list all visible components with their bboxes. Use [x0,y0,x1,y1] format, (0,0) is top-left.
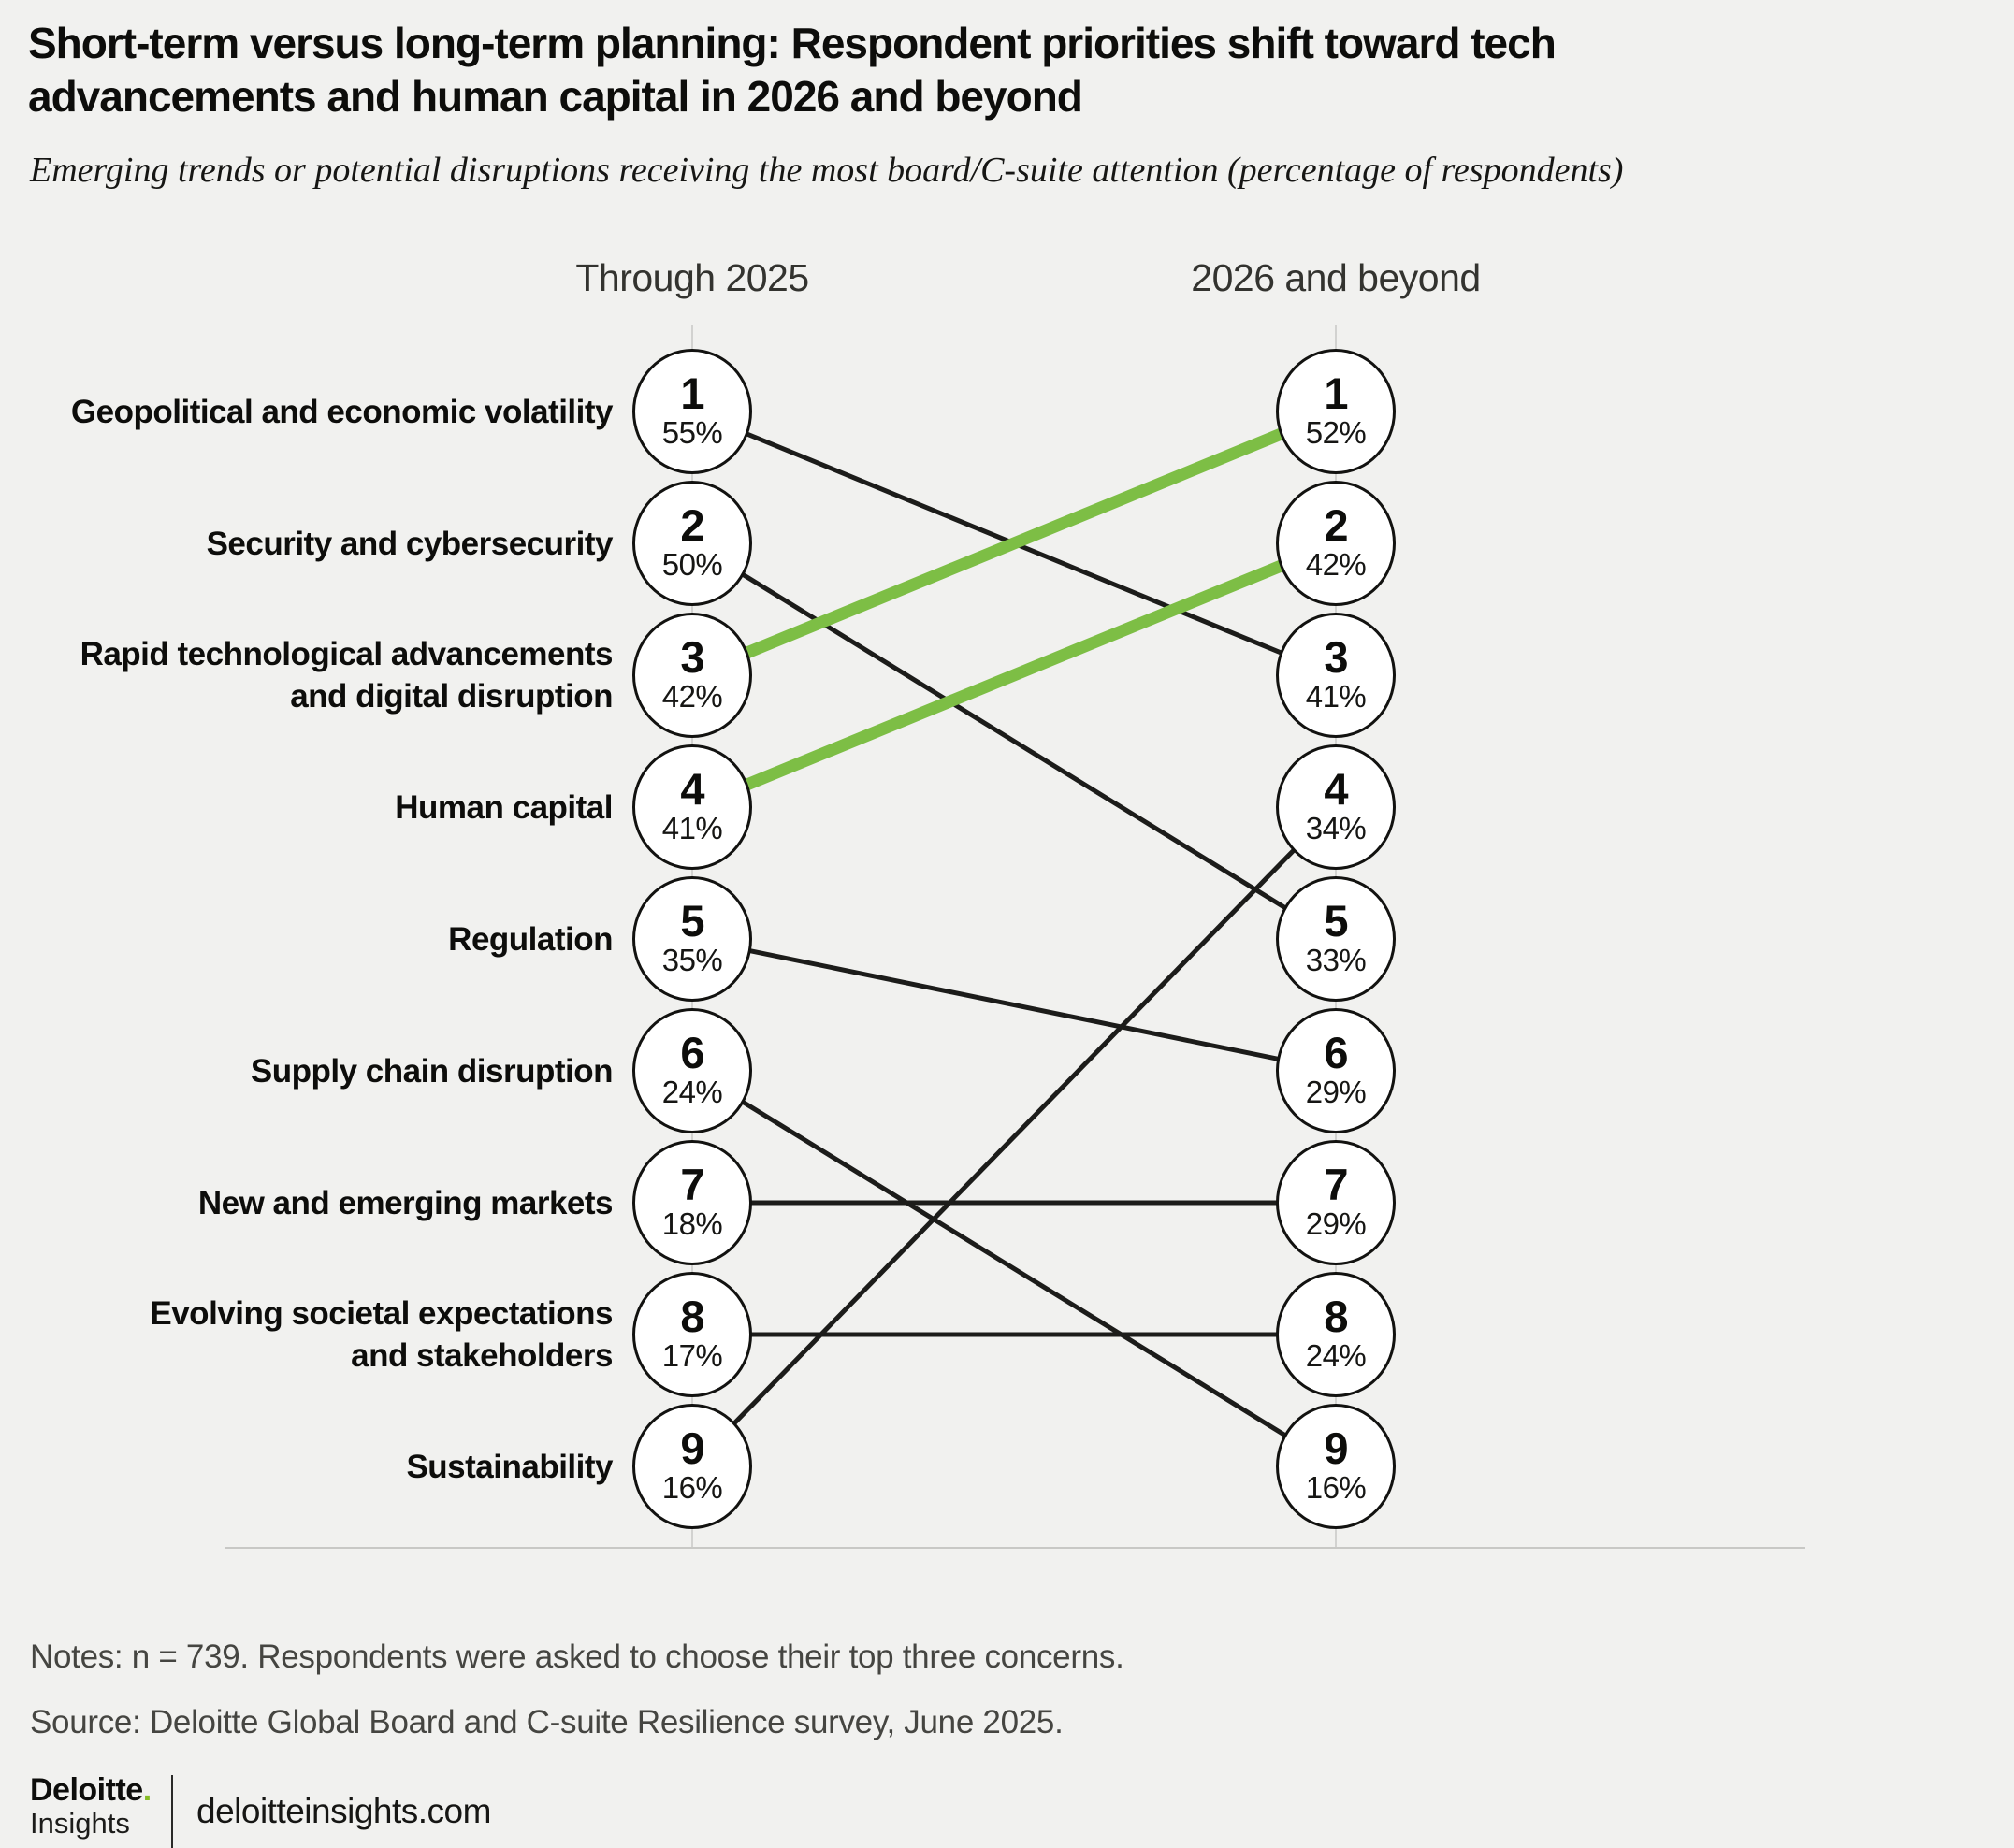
rank-number: 4 [680,764,704,814]
slope-line-supply-chain-disruption [690,1068,1338,1469]
rank-number: 5 [680,896,704,946]
rank-node-left-security-and-cybersecurity: 2 50% [632,481,752,606]
rank-number: 5 [1324,896,1348,946]
deloitte-insights-logo: Deloitte. Insights [30,1773,152,1841]
row-label-line: Evolving societal expectations [150,1295,613,1332]
rank-number: 6 [1324,1028,1348,1077]
slope-line-security-and-cybersecurity [690,541,1338,942]
slope-line-rapid-technological-advancements-and-digital-disruption [689,405,1339,682]
rank-node-right-geopolitical-and-economic-volatility: 3 41% [1276,613,1396,738]
column-header-2026-and-beyond: 2026 and beyond [1191,256,1481,299]
row-label-line: Supply chain disruption [250,1052,614,1090]
chart-title-line1: Short-term versus long-term planning: Re… [28,19,1557,67]
row-label-geopolitical-and-economic-volatility: Geopolitical and economic volatility [14,391,614,433]
chart-title: Short-term versus long-term planning: Re… [28,17,1862,123]
brand-sub-text: Insights [30,1807,130,1840]
value-label: 16% [661,1470,723,1505]
rank-number: 8 [680,1292,704,1341]
value-label: 24% [661,1075,723,1109]
row-label-rapid-technological-advancements-and-digital-disruption: Rapid technological advancements and digi… [14,633,614,717]
row-label-line: and stakeholders [351,1337,613,1374]
rank-number: 6 [680,1028,704,1077]
value-label: 42% [661,679,723,714]
rank-number: 2 [680,500,704,550]
notes-text: Notes: n = 739. Respondents were asked t… [30,1639,1124,1675]
row-label-evolving-societal-expectations-and-stakeholders: Evolving societal expectations and stakeh… [14,1292,613,1377]
row-label-regulation: Regulation [14,918,613,960]
brand-name-text: Deloitte [30,1772,143,1808]
rank-node-left-sustainability: 9 16% [632,1404,752,1529]
rank-node-left-rapid-technological-advancements-and-digital-disruption: 3 42% [632,613,752,738]
value-label: 33% [1305,943,1367,977]
value-label: 42% [1305,547,1367,582]
slope-line-regulation [691,936,1337,1074]
row-label-line: Security and cybersecurity [206,525,614,562]
value-label: 50% [661,547,723,582]
rank-number: 7 [680,1160,704,1209]
rank-node-right-security-and-cybersecurity: 5 33% [1276,876,1396,1002]
rank-node-right-human-capital: 2 42% [1276,481,1396,606]
value-label: 35% [661,943,723,977]
rank-node-right-evolving-societal-expectations-and-stakeholders: 8 24% [1276,1272,1396,1397]
rank-number: 3 [680,632,704,682]
brand-name: Deloitte. [30,1773,152,1807]
row-label-new-and-emerging-markets: New and emerging markets [14,1182,614,1224]
rank-node-right-rapid-technological-advancements-and-digital-disruption: 1 52% [1276,349,1396,474]
rank-number: 9 [1324,1423,1348,1473]
row-label-line: New and emerging markets [197,1184,614,1221]
row-label-supply-chain-disruption: Supply chain disruption [14,1050,614,1092]
brand-site-url: deloitteinsights.com [196,1792,491,1830]
rank-number: 3 [1324,632,1348,682]
row-label-security-and-cybersecurity: Security and cybersecurity [14,523,614,565]
slope-line-human-capital [689,537,1339,814]
rank-number: 9 [680,1423,704,1473]
rank-node-right-supply-chain-disruption: 9 16% [1276,1404,1396,1529]
rank-node-right-regulation: 6 29% [1276,1008,1396,1133]
rank-node-left-supply-chain-disruption: 6 24% [632,1008,752,1133]
rank-number: 8 [1324,1292,1348,1341]
row-label-line: Human capital [395,788,613,826]
row-label-human-capital: Human capital [14,787,613,829]
rank-node-right-sustainability: 4 34% [1276,744,1396,870]
value-label: 29% [1305,1075,1367,1109]
value-label: 17% [661,1338,723,1373]
chart-title-line2: advancements and human capital in 2026 a… [28,72,1083,121]
value-label: 16% [1305,1470,1367,1505]
value-label: 52% [1305,415,1367,450]
row-label-line: Rapid technological advancements [80,636,614,672]
row-label-line: Geopolitical and economic volatility [70,393,614,430]
row-label-line: Sustainability [406,1448,613,1485]
source-text: Source: Deloitte Global Board and C-suit… [30,1704,1064,1740]
rank-node-left-geopolitical-and-economic-volatility: 1 55% [632,349,752,474]
rank-node-left-evolving-societal-expectations-and-stakeholders: 8 17% [632,1272,752,1397]
value-label: 41% [661,811,723,845]
value-label: 29% [1305,1206,1367,1241]
slope-line-sustainability [690,805,1338,1468]
rank-number: 2 [1324,500,1348,550]
rank-node-left-regulation: 5 35% [632,876,752,1002]
value-label: 18% [661,1206,723,1241]
rank-number: 1 [680,368,704,418]
value-label: 41% [1305,679,1367,714]
row-label-line: and digital disruption [290,678,613,715]
rank-number: 1 [1324,368,1348,418]
column-header-through-2025: Through 2025 [575,256,809,299]
value-label: 34% [1305,811,1367,845]
row-label-sustainability: Sustainability [14,1446,613,1488]
rank-node-right-new-and-emerging-markets: 7 29% [1276,1140,1396,1265]
value-label: 55% [661,415,723,450]
rank-number: 7 [1324,1160,1348,1209]
value-label: 24% [1305,1338,1367,1373]
brand-divider-line [171,1775,173,1848]
chart-subtitle: Emerging trends or potential disruptions… [30,151,1624,190]
rank-number: 4 [1324,764,1348,814]
rank-node-left-human-capital: 4 41% [632,744,752,870]
row-label-line: Regulation [448,920,613,958]
brand-green-dot: . [142,1772,152,1808]
rank-node-left-new-and-emerging-markets: 7 18% [632,1140,752,1265]
